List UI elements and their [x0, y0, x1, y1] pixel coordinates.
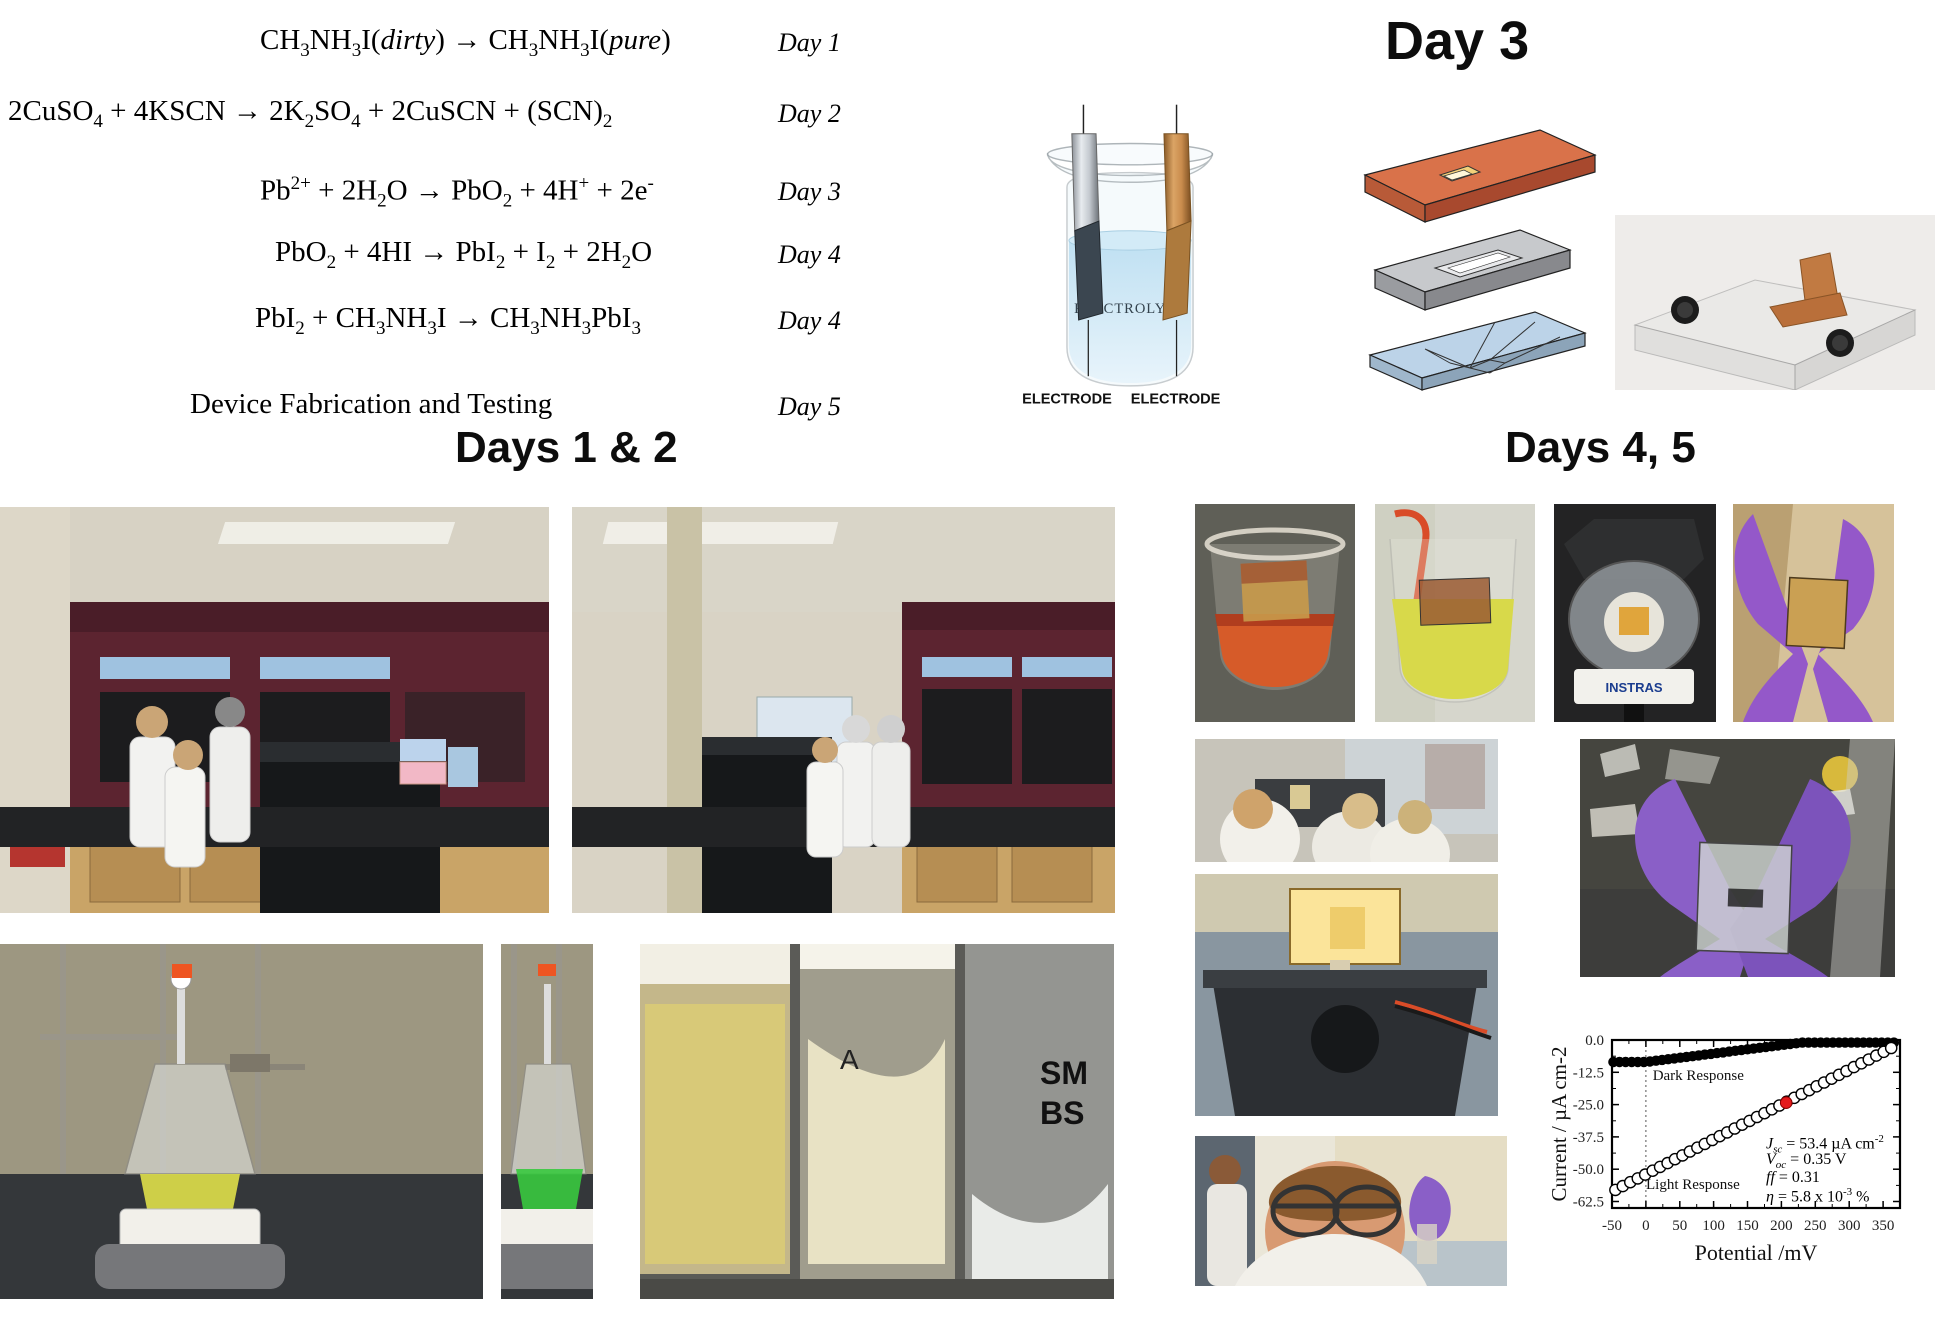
svg-text:300: 300 — [1838, 1218, 1861, 1234]
svg-text:Current / µA cm-2: Current / µA cm-2 — [1550, 1047, 1571, 1202]
svg-text:150: 150 — [1736, 1218, 1759, 1234]
svg-text:350: 350 — [1872, 1218, 1895, 1234]
svg-text:-25.0: -25.0 — [1573, 1098, 1604, 1114]
svg-text:100: 100 — [1702, 1218, 1725, 1234]
svg-text:INSTRAS: INSTRAS — [1605, 680, 1662, 695]
svg-text:-50: -50 — [1602, 1218, 1622, 1234]
svg-text:Light Response: Light Response — [1646, 1177, 1740, 1193]
svg-text:50: 50 — [1672, 1218, 1687, 1234]
svg-text:ELECTRODE: ELECTRODE — [1131, 391, 1221, 407]
svg-text:0.0: 0.0 — [1585, 1033, 1604, 1049]
svg-text:A: A — [840, 1044, 859, 1075]
svg-text:ELECTRODE: ELECTRODE — [1022, 391, 1112, 407]
svg-text:200: 200 — [1770, 1218, 1793, 1234]
svg-text:SM: SM — [1040, 1055, 1088, 1091]
svg-text:-62.5: -62.5 — [1573, 1195, 1604, 1211]
svg-text:Dark Response: Dark Response — [1653, 1068, 1745, 1084]
svg-text:-37.5: -37.5 — [1573, 1130, 1604, 1146]
svg-text:0: 0 — [1642, 1218, 1650, 1234]
svg-text:Potential /mV: Potential /mV — [1695, 1240, 1818, 1265]
svg-text:-50.0: -50.0 — [1573, 1162, 1604, 1178]
svg-text:250: 250 — [1804, 1218, 1827, 1234]
svg-text:-12.5: -12.5 — [1573, 1065, 1604, 1081]
svg-text:BS: BS — [1040, 1095, 1084, 1131]
